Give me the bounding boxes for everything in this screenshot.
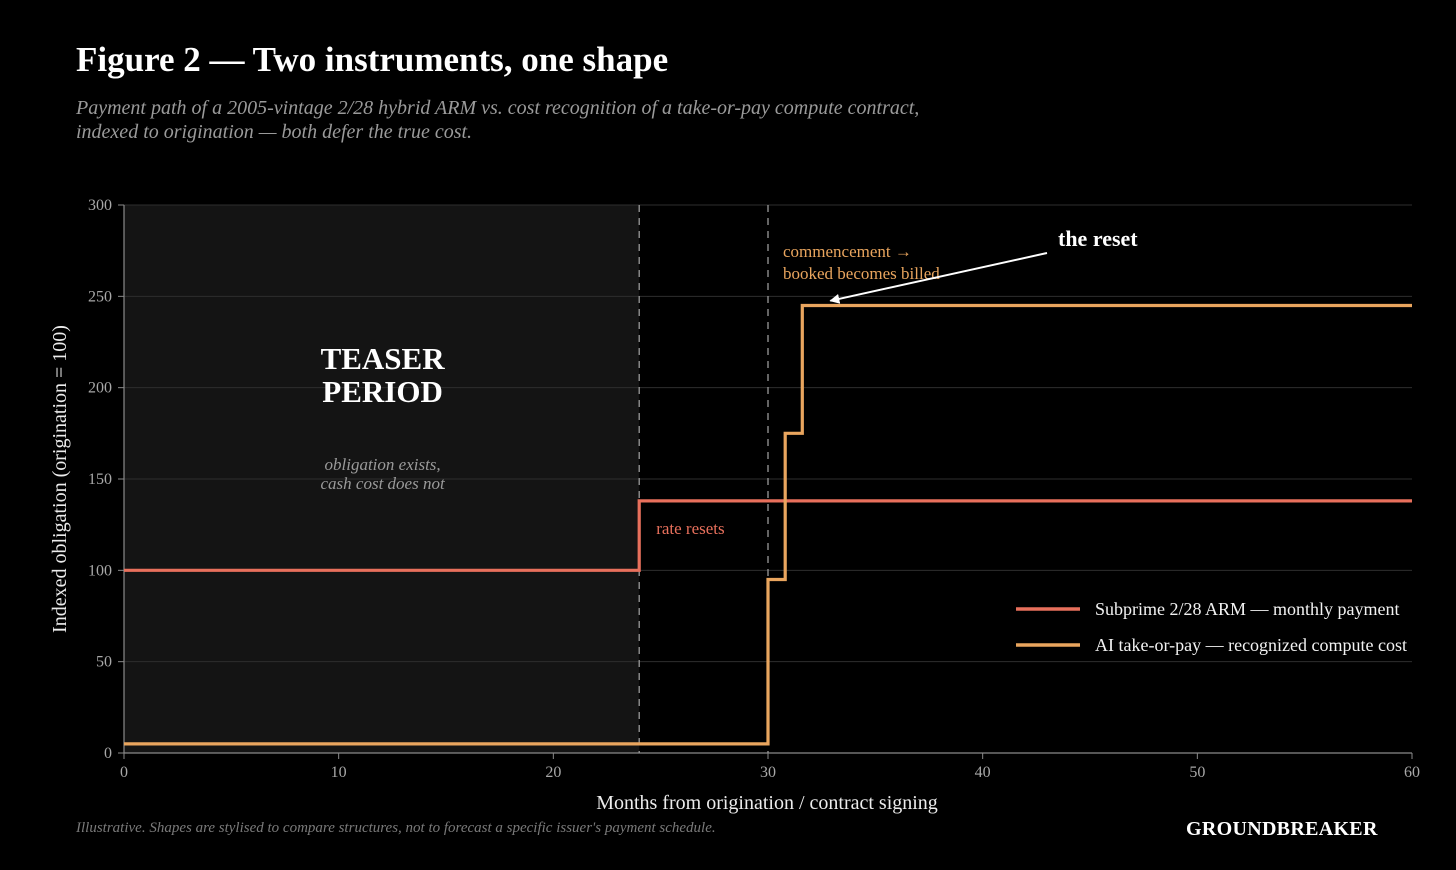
subtitle-line-1: Payment path of a 2005-vintage 2/28 hybr… (76, 97, 920, 119)
x-axis-label: Months from origination / contract signi… (596, 792, 938, 814)
legend-label-1: Subprime 2/28 ARM — monthly payment (1095, 599, 1400, 619)
commencement-annotation-line-2: booked becomes billed (783, 264, 940, 283)
teaser-note-line-2: cash cost does not (321, 474, 446, 493)
y-tick-label-200: 200 (88, 380, 112, 397)
footnote: Illustrative. Shapes are stylised to com… (76, 820, 716, 836)
figure-title: Figure 2 — Two instruments, one shape (76, 40, 669, 79)
y-tick-label-250: 250 (88, 288, 112, 305)
subtitle-line-2: indexed to origination — both defer the … (76, 121, 473, 143)
y-tick-label-100: 100 (88, 562, 112, 579)
x-tick-label-30: 30 (760, 764, 776, 781)
the-reset-annotation: the reset (1058, 226, 1138, 251)
series-line-2 (124, 303, 1412, 746)
y-tick-label-50: 50 (96, 654, 112, 671)
y-axis-label: Indexed obligation (origination = 100) (49, 325, 71, 633)
teaser-note-line-1: obligation exists, (325, 455, 441, 474)
figure-subtitle: Payment path of a 2005-vintage 2/28 hybr… (76, 96, 1056, 144)
y-tick-label-0: 0 (104, 745, 112, 762)
rate-resets-annotation: rate resets (656, 519, 724, 538)
x-tick-label-50: 50 (1189, 764, 1205, 781)
series-line-1 (124, 499, 1412, 572)
the-reset-arrow (829, 252, 1048, 304)
teaser-period-title-line-2: PERIOD (322, 374, 443, 409)
x-tick-label-60: 60 (1404, 764, 1420, 781)
x-tick-label-40: 40 (975, 764, 991, 781)
x-tick-label-0: 0 (120, 764, 128, 781)
y-tick-label-300: 300 (88, 197, 112, 214)
x-tick-label-10: 10 (331, 764, 347, 781)
commencement-annotation-line-1: commencement → (783, 242, 912, 261)
legend-label-2: AI take-or-pay — recognized compute cost (1095, 635, 1407, 655)
brand-wordmark: GROUNDBREAKER (1186, 818, 1378, 840)
y-tick-label-150: 150 (88, 471, 112, 488)
teaser-period-title-line-1: TEASER (321, 341, 446, 376)
x-tick-label-20: 20 (545, 764, 561, 781)
